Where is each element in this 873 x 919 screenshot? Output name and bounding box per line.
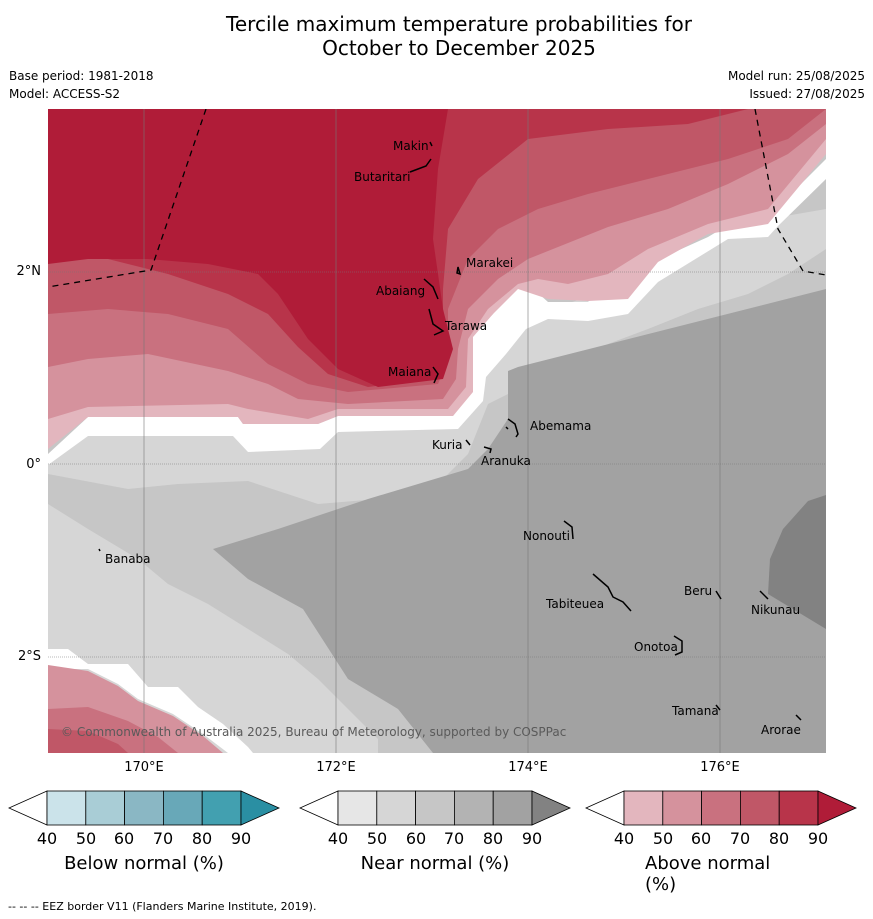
copyright-text: © Commonwealth of Australia 2025, Bureau… [61,725,566,739]
place-label: Aranuka [481,454,531,468]
cbar-segment [662,790,702,826]
near-normal-80-region [768,495,826,629]
colorbars [8,790,857,826]
cbar-tick: 90 [230,829,252,848]
lon-label-174e: 174°E [508,760,548,775]
cbar-segment [162,790,203,826]
place-label: Beru [684,584,712,598]
cbar-segment [337,790,378,826]
place-labels: Makin Butaritari Marakei Abaiang Tarawa … [105,139,801,737]
map-title: Tercile maximum temperature probabilitie… [0,12,873,60]
cbar-tick: 50 [652,829,674,848]
low-probability-band-south [48,649,253,753]
near-normal-70-region [213,289,826,753]
title-line-2: October to December 2025 [322,36,596,60]
place-label: Nikunau [751,603,800,617]
cbar-segment [740,790,780,826]
cbar-tick: 90 [521,829,543,848]
place-label: Marakei [466,256,513,270]
model-run: Model run: 25/08/2025 [727,69,865,83]
cbar-segment [124,790,164,826]
cbar-extend-low [585,790,625,826]
place-label: Nonouti [523,529,570,543]
cbar-tick: 60 [405,829,427,848]
place-label: Abemama [530,419,591,433]
title-line-1: Tercile maximum temperature probabilitie… [226,12,692,36]
place-label: Banaba [105,552,151,566]
place-label: Abaiang [376,284,425,298]
cbar-tick: 80 [191,829,213,848]
place-label: Makin [393,139,429,153]
lon-label-170e: 170°E [124,760,164,775]
place-label: Maiana [388,365,431,379]
cbar-extend-high [240,790,280,826]
islands [98,141,802,721]
cbar-segment [85,790,126,826]
cbar-segment [376,790,416,826]
near-normal-label: Near normal (%) [360,853,510,874]
cbar-tick: 50 [366,829,388,848]
meta-left: Base period: 1981-2018 Model: ACCESS-S2 [9,67,154,103]
cbar-segment [492,790,533,826]
model-name: Model: ACCESS-S2 [9,87,121,101]
cbar-segment [623,790,664,826]
low-probability-band-north [48,159,826,465]
issued-date: Issued: 27/08/2025 [749,87,865,101]
cbar-tick: 80 [482,829,504,848]
lat-label-equator: 0° [26,457,41,472]
cbar-tick: 90 [807,829,829,848]
eez-border [48,109,826,288]
cbar-tick: 70 [443,829,465,848]
place-label: Tabiteuea [545,597,604,611]
gridlines [48,109,826,753]
cbar-segment [415,790,455,826]
cbar-segment [46,790,87,826]
cbar-tick: 40 [327,829,349,848]
above-normal-south-70 [48,729,128,753]
above-normal-90-region [48,109,453,387]
cbar-extend-low [8,790,48,826]
lon-label-176e: 176°E [700,760,740,775]
cbar-segment [453,790,494,826]
eez-footer-note: -- -- -- EEZ border V11 (Flanders Marine… [8,900,317,913]
cbar-extend-high [817,790,857,826]
above-normal-label: Above normal (%) [645,853,771,895]
cbar-tick: 40 [613,829,635,848]
cbar-tick: 80 [768,829,790,848]
cbar-tick: 70 [152,829,174,848]
cbar-tick: 50 [75,829,97,848]
cbar-extend-high [531,790,571,826]
cbar-segment [778,790,819,826]
lon-label-172e: 172°E [316,760,356,775]
place-label: Kuria [432,438,463,452]
place-label: Tamana [671,704,719,718]
cbar-segment [701,790,741,826]
place-label: Onotoa [634,640,678,654]
base-period: Base period: 1981-2018 [9,69,154,83]
lat-label-2n: 2°N [16,264,42,279]
cbar-tick: 60 [690,829,712,848]
probability-map: Makin Butaritari Marakei Abaiang Tarawa … [48,109,826,753]
cbar-tick: 60 [113,829,135,848]
cbar-tick: 70 [729,829,751,848]
lat-label-2s: 2°S [17,649,41,664]
meta-right: Model run: 25/08/2025 Issued: 27/08/2025 [728,67,865,103]
cbar-tick: 40 [36,829,58,848]
cbar-extend-low [299,790,339,826]
below-normal-label: Below normal (%) [64,853,224,874]
place-label: Tarawa [444,319,487,333]
place-label: Arorae [761,723,801,737]
place-label: Butaritari [354,170,411,184]
cbar-segment [201,790,242,826]
